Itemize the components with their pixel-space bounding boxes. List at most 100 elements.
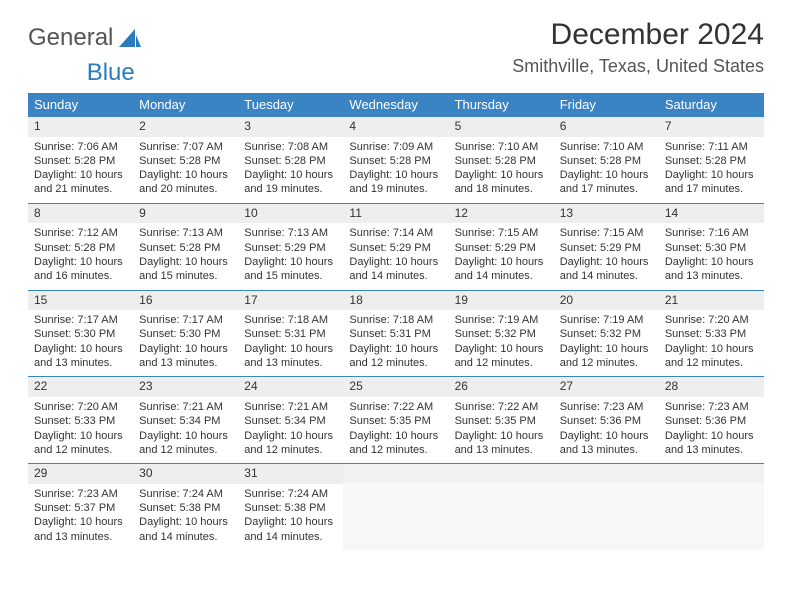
calendar-cell: 31Sunrise: 7:24 AMSunset: 5:38 PMDayligh… [238,463,343,550]
calendar-cell: 9Sunrise: 7:13 AMSunset: 5:28 PMDaylight… [133,203,238,290]
sunset-line: Sunset: 5:36 PM [560,414,653,428]
sunset-line: Sunset: 5:35 PM [349,414,442,428]
day-number: 6 [554,116,659,137]
day-number: 2 [133,116,238,137]
day-body: Sunrise: 7:10 AMSunset: 5:28 PMDaylight:… [449,137,554,203]
sail-icon [117,27,143,49]
brand-part2-wrap: GeneBlue [28,59,764,87]
day-number: 25 [343,376,448,397]
daylight-line: Daylight: 10 hours and 13 minutes. [665,255,758,284]
day-body: Sunrise: 7:14 AMSunset: 5:29 PMDaylight:… [343,223,448,289]
day-body: Sunrise: 7:09 AMSunset: 5:28 PMDaylight:… [343,137,448,203]
day-body: Sunrise: 7:20 AMSunset: 5:33 PMDaylight:… [659,310,764,376]
calendar-cell [449,463,554,550]
day-number: 4 [343,116,448,137]
calendar-cell: 7Sunrise: 7:11 AMSunset: 5:28 PMDaylight… [659,116,764,203]
calendar-cell: 15Sunrise: 7:17 AMSunset: 5:30 PMDayligh… [28,290,133,377]
day-number: 14 [659,203,764,224]
daylight-line: Daylight: 10 hours and 17 minutes. [560,168,653,197]
day-body: Sunrise: 7:19 AMSunset: 5:32 PMDaylight:… [449,310,554,376]
sunrise-line: Sunrise: 7:18 AM [244,313,337,327]
daylight-line: Daylight: 10 hours and 15 minutes. [244,255,337,284]
month-title: December 2024 [512,18,764,52]
daylight-line: Daylight: 10 hours and 18 minutes. [455,168,548,197]
daylight-line: Daylight: 10 hours and 13 minutes. [139,342,232,371]
calendar-body: 1Sunrise: 7:06 AMSunset: 5:28 PMDaylight… [28,116,764,550]
daylight-line: Daylight: 10 hours and 14 minutes. [244,515,337,544]
sunset-line: Sunset: 5:38 PM [139,501,232,515]
day-body: Sunrise: 7:17 AMSunset: 5:30 PMDaylight:… [28,310,133,376]
calendar-cell: 30Sunrise: 7:24 AMSunset: 5:38 PMDayligh… [133,463,238,550]
sunset-line: Sunset: 5:28 PM [34,241,127,255]
daylight-line: Daylight: 10 hours and 12 minutes. [455,342,548,371]
weekday-header: Thursday [449,93,554,116]
weekday-header: Wednesday [343,93,448,116]
sunrise-line: Sunrise: 7:21 AM [244,400,337,414]
day-number: 30 [133,463,238,484]
sunrise-line: Sunrise: 7:18 AM [349,313,442,327]
day-number: 28 [659,376,764,397]
calendar-table: SundayMondayTuesdayWednesdayThursdayFrid… [28,93,764,550]
day-number: 18 [343,290,448,311]
calendar-cell: 17Sunrise: 7:18 AMSunset: 5:31 PMDayligh… [238,290,343,377]
weekday-header: Monday [133,93,238,116]
calendar-cell: 25Sunrise: 7:22 AMSunset: 5:35 PMDayligh… [343,376,448,463]
day-number: 19 [449,290,554,311]
sunset-line: Sunset: 5:32 PM [455,327,548,341]
sunset-line: Sunset: 5:30 PM [34,327,127,341]
day-number: 5 [449,116,554,137]
empty-day-bar [343,463,448,483]
sunrise-line: Sunrise: 7:16 AM [665,226,758,240]
daylight-line: Daylight: 10 hours and 13 minutes. [34,342,127,371]
weekday-header: Tuesday [238,93,343,116]
day-body: Sunrise: 7:20 AMSunset: 5:33 PMDaylight:… [28,397,133,463]
daylight-line: Daylight: 10 hours and 12 minutes. [349,342,442,371]
sunset-line: Sunset: 5:34 PM [244,414,337,428]
day-body: Sunrise: 7:18 AMSunset: 5:31 PMDaylight:… [343,310,448,376]
day-body: Sunrise: 7:21 AMSunset: 5:34 PMDaylight:… [133,397,238,463]
sunrise-line: Sunrise: 7:15 AM [455,226,548,240]
day-number: 26 [449,376,554,397]
calendar-header-row: SundayMondayTuesdayWednesdayThursdayFrid… [28,93,764,116]
sunset-line: Sunset: 5:28 PM [34,154,127,168]
sunset-line: Sunset: 5:28 PM [139,154,232,168]
daylight-line: Daylight: 10 hours and 13 minutes. [34,515,127,544]
calendar-cell: 8Sunrise: 7:12 AMSunset: 5:28 PMDaylight… [28,203,133,290]
calendar-cell [554,463,659,550]
daylight-line: Daylight: 10 hours and 13 minutes. [244,342,337,371]
sunrise-line: Sunrise: 7:06 AM [34,140,127,154]
sunset-line: Sunset: 5:35 PM [455,414,548,428]
weekday-header: Saturday [659,93,764,116]
sunset-line: Sunset: 5:33 PM [665,327,758,341]
sunrise-line: Sunrise: 7:22 AM [349,400,442,414]
daylight-line: Daylight: 10 hours and 19 minutes. [349,168,442,197]
sunset-line: Sunset: 5:34 PM [139,414,232,428]
sunset-line: Sunset: 5:29 PM [560,241,653,255]
sunrise-line: Sunrise: 7:20 AM [34,400,127,414]
daylight-line: Daylight: 10 hours and 14 minutes. [455,255,548,284]
sunset-line: Sunset: 5:36 PM [665,414,758,428]
daylight-line: Daylight: 10 hours and 20 minutes. [139,168,232,197]
day-body: Sunrise: 7:18 AMSunset: 5:31 PMDaylight:… [238,310,343,376]
day-body: Sunrise: 7:12 AMSunset: 5:28 PMDaylight:… [28,223,133,289]
sunrise-line: Sunrise: 7:10 AM [455,140,548,154]
day-number: 15 [28,290,133,311]
sunrise-line: Sunrise: 7:17 AM [34,313,127,327]
day-number: 20 [554,290,659,311]
weekday-header: Friday [554,93,659,116]
day-body: Sunrise: 7:15 AMSunset: 5:29 PMDaylight:… [449,223,554,289]
daylight-line: Daylight: 10 hours and 12 minutes. [34,429,127,458]
calendar-cell: 22Sunrise: 7:20 AMSunset: 5:33 PMDayligh… [28,376,133,463]
daylight-line: Daylight: 10 hours and 13 minutes. [665,429,758,458]
sunrise-line: Sunrise: 7:24 AM [244,487,337,501]
sunrise-line: Sunrise: 7:08 AM [244,140,337,154]
day-body: Sunrise: 7:22 AMSunset: 5:35 PMDaylight:… [343,397,448,463]
sunset-line: Sunset: 5:30 PM [665,241,758,255]
day-body: Sunrise: 7:24 AMSunset: 5:38 PMDaylight:… [133,484,238,550]
sunset-line: Sunset: 5:28 PM [560,154,653,168]
day-number: 13 [554,203,659,224]
calendar-cell: 21Sunrise: 7:20 AMSunset: 5:33 PMDayligh… [659,290,764,377]
daylight-line: Daylight: 10 hours and 14 minutes. [560,255,653,284]
day-body: Sunrise: 7:23 AMSunset: 5:36 PMDaylight:… [554,397,659,463]
day-body: Sunrise: 7:22 AMSunset: 5:35 PMDaylight:… [449,397,554,463]
